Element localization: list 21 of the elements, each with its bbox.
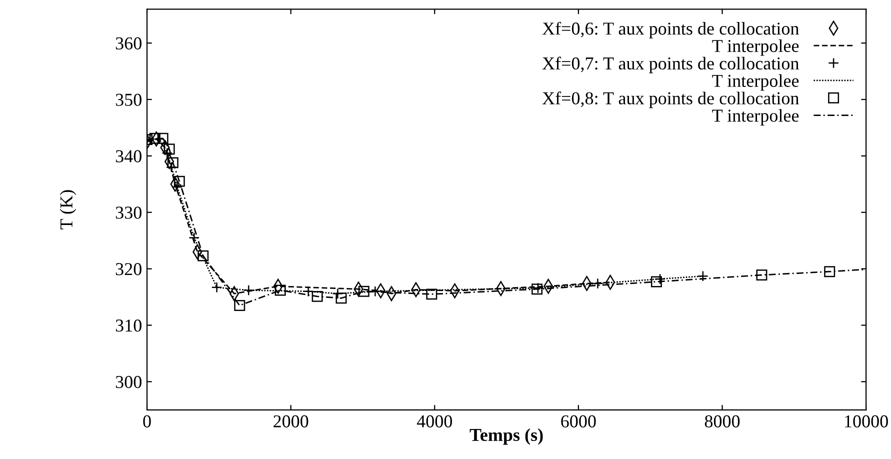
y-tick-label: 350 (116, 94, 142, 106)
legend-label: T interpolee (712, 74, 799, 91)
y-axis-title: T (K) (60, 190, 76, 230)
legend-label: T interpolee (712, 39, 799, 56)
x-tick-label: 6000 (561, 415, 596, 428)
y-tick-label: 360 (116, 37, 142, 50)
legend-label: Xf=0,7: T aux points de collocation (542, 56, 799, 74)
y-tick-label: 340 (116, 150, 142, 162)
legend-label: T interpolee (712, 109, 799, 126)
x-tick-label: 8000 (704, 415, 740, 428)
y-tick-label: 310 (116, 319, 142, 332)
x-tick-label: 0 (143, 415, 151, 428)
legend-label: Xf=0,6: T aux points de collocation (542, 22, 799, 38)
x-tick-label: 2000 (274, 415, 308, 428)
legend-label: Xf=0,8: T aux points de collocation (542, 92, 799, 108)
x-axis-title: Temps (s) (470, 428, 543, 445)
x-tick-label: 10000 (845, 415, 888, 428)
y-tick-label: 300 (116, 376, 142, 388)
y-tick-label: 320 (116, 263, 142, 276)
x-tick-label: 4000 (416, 415, 452, 428)
y-tick-label: 330 (116, 206, 142, 219)
